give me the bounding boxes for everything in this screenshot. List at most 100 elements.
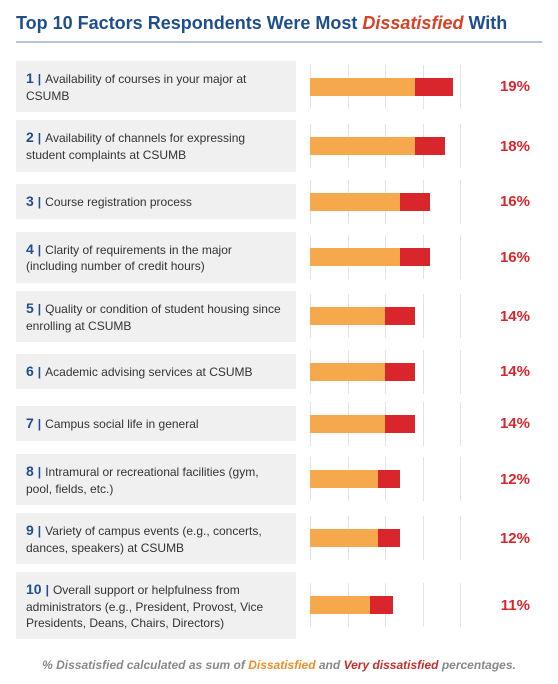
row-bar-cell xyxy=(310,294,460,338)
row-rank: 10 xyxy=(26,581,42,597)
row-label-cell: 8|Intramural or recreational facilities … xyxy=(16,454,296,505)
row-label-cell: 6|Academic advising services at CSUMB xyxy=(16,354,296,389)
row-label-cell: 9|Variety of campus events (e.g., concer… xyxy=(16,513,296,564)
row-label: Variety of campus events (e.g., concerts… xyxy=(26,524,262,555)
row-rank-separator: | xyxy=(38,131,41,145)
table-row: 2|Availability of channels for expressin… xyxy=(16,120,542,171)
table-row: 5 |Quality or condition of student housin… xyxy=(16,291,542,342)
table-row: 4 |Clarity of requirements in the major (… xyxy=(16,232,542,283)
row-rank-separator: | xyxy=(38,365,41,379)
bar xyxy=(310,415,460,433)
bar-segment-very-dissatisfied xyxy=(415,137,445,155)
chart-rows: 1|Availability of courses in your major … xyxy=(16,61,542,639)
row-label: Clarity of requirements in the major (in… xyxy=(26,243,232,274)
grid-line xyxy=(460,350,461,394)
grid-line xyxy=(460,583,461,627)
row-label-cell: 2|Availability of channels for expressin… xyxy=(16,120,296,171)
row-label-cell: 7|Campus social life in general xyxy=(16,406,296,441)
bar xyxy=(310,307,460,325)
row-percent: 16% xyxy=(474,249,534,266)
row-label: Overall support or helpfulness from admi… xyxy=(26,583,263,630)
row-label: Availability of courses in your major at… xyxy=(26,72,246,103)
row-percent: 14% xyxy=(474,308,534,325)
table-row: 6|Academic advising services at CSUMB14% xyxy=(16,350,542,394)
bar xyxy=(310,193,460,211)
bar xyxy=(310,248,460,266)
row-percent: 14% xyxy=(474,363,534,380)
bar-segment-very-dissatisfied xyxy=(378,529,401,547)
row-rank: 6 xyxy=(26,363,34,379)
title-emphasis: Dissatisfied xyxy=(362,13,463,33)
bar-segment-dissatisfied xyxy=(310,363,385,381)
row-percent: 18% xyxy=(474,138,534,155)
bar-segment-dissatisfied xyxy=(310,470,378,488)
row-bar-cell xyxy=(310,65,460,109)
bar-segment-very-dissatisfied xyxy=(378,470,401,488)
grid-line xyxy=(460,180,461,224)
row-label-cell: 4 |Clarity of requirements in the major (… xyxy=(16,232,296,283)
row-percent: 11% xyxy=(474,597,534,614)
row-rank-separator: | xyxy=(38,302,41,316)
bar-segment-dissatisfied xyxy=(310,415,385,433)
row-percent: 12% xyxy=(474,471,534,488)
row-bar-cell xyxy=(310,235,460,279)
grid-line xyxy=(460,124,461,168)
row-label: Quality or condition of student housing … xyxy=(26,302,281,333)
footnote-term-very-dissatisfied: Very dissatisfied xyxy=(344,658,439,672)
bar xyxy=(310,470,460,488)
row-bar-cell xyxy=(310,516,460,560)
row-percent: 16% xyxy=(474,193,534,210)
row-label-cell: 1|Availability of courses in your major … xyxy=(16,61,296,112)
grid-line xyxy=(460,235,461,279)
title-prefix: Top 10 Factors Respondents Were Most xyxy=(16,13,362,33)
row-bar-cell xyxy=(310,583,460,627)
footnote-term-dissatisfied: Dissatisfied xyxy=(248,658,315,672)
row-rank-separator: | xyxy=(38,243,41,257)
row-rank-separator: | xyxy=(46,583,49,597)
table-row: 10 |Overall support or helpfulness from a… xyxy=(16,572,542,639)
row-label: Intramural or recreational facilities (g… xyxy=(26,465,259,496)
row-rank: 5 xyxy=(26,300,34,316)
title-suffix: With xyxy=(463,13,507,33)
bar xyxy=(310,78,460,96)
grid-line xyxy=(460,65,461,109)
table-row: 3|Course registration process 16% xyxy=(16,180,542,224)
chart-title: Top 10 Factors Respondents Were Most Dis… xyxy=(16,12,542,35)
grid-line xyxy=(460,402,461,446)
bar-segment-very-dissatisfied xyxy=(400,193,430,211)
row-rank-separator: | xyxy=(38,417,41,431)
footnote: % Dissatisfied calculated as sum of Diss… xyxy=(16,657,542,674)
row-label-cell: 5 |Quality or condition of student housin… xyxy=(16,291,296,342)
title-rule xyxy=(16,41,542,43)
bar-segment-dissatisfied xyxy=(310,529,378,547)
grid-line xyxy=(460,457,461,501)
bar xyxy=(310,137,460,155)
row-rank: 9 xyxy=(26,522,34,538)
row-rank: 4 xyxy=(26,241,34,257)
row-label-cell: 10 |Overall support or helpfulness from a… xyxy=(16,572,296,639)
grid-line xyxy=(460,516,461,560)
row-percent: 14% xyxy=(474,415,534,432)
footnote-prefix: % Dissatisfied calculated as sum of xyxy=(42,658,248,672)
bar-segment-dissatisfied xyxy=(310,596,370,614)
row-rank: 2 xyxy=(26,129,34,145)
bar xyxy=(310,596,460,614)
bar-segment-very-dissatisfied xyxy=(400,248,430,266)
row-label-cell: 3|Course registration process xyxy=(16,184,296,219)
bar-segment-dissatisfied xyxy=(310,78,415,96)
row-bar-cell xyxy=(310,180,460,224)
bar-segment-very-dissatisfied xyxy=(385,363,415,381)
row-percent: 12% xyxy=(474,530,534,547)
bar-segment-dissatisfied xyxy=(310,248,400,266)
row-percent: 19% xyxy=(474,78,534,95)
row-rank-separator: | xyxy=(38,195,41,209)
table-row: 8|Intramural or recreational facilities … xyxy=(16,454,542,505)
bar-segment-very-dissatisfied xyxy=(370,596,393,614)
row-bar-cell xyxy=(310,457,460,501)
bar-segment-dissatisfied xyxy=(310,137,415,155)
row-label: Campus social life in general xyxy=(45,417,198,431)
row-bar-cell xyxy=(310,402,460,446)
row-bar-cell xyxy=(310,124,460,168)
table-row: 9|Variety of campus events (e.g., concer… xyxy=(16,513,542,564)
bar-segment-very-dissatisfied xyxy=(385,415,415,433)
